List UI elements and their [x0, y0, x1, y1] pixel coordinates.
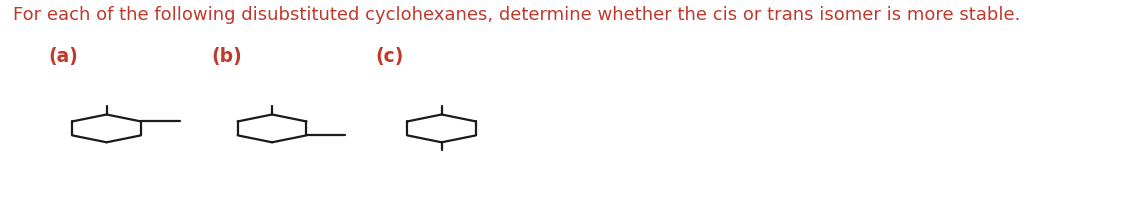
Text: (b): (b) — [211, 47, 242, 66]
Text: For each of the following disubstituted cyclohexanes, determine whether the cis : For each of the following disubstituted … — [14, 6, 1021, 24]
Text: (c): (c) — [376, 47, 405, 66]
Text: (a): (a) — [49, 47, 79, 66]
